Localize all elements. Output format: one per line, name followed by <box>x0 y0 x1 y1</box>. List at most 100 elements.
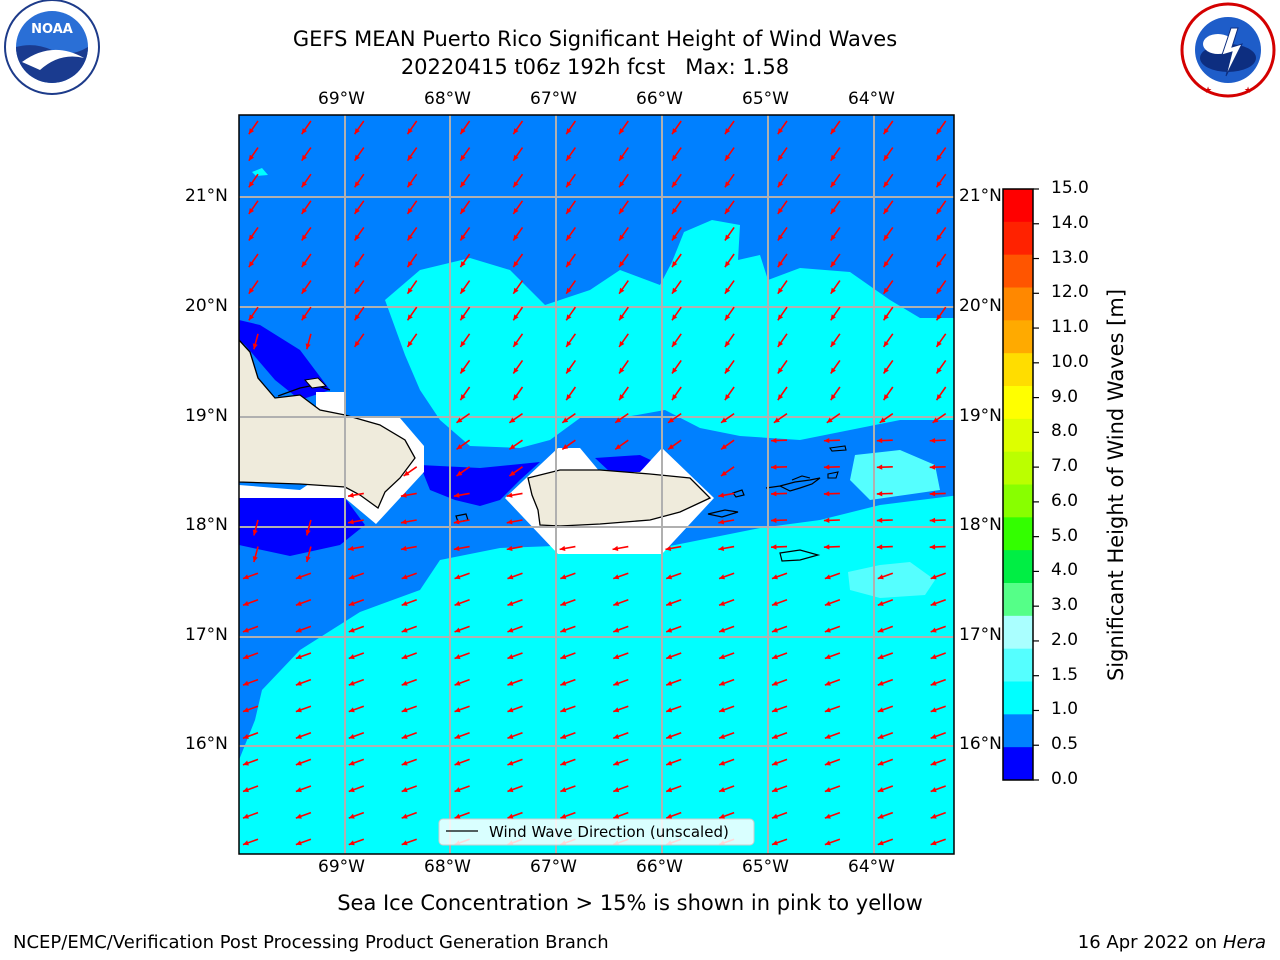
lon-label-bottom-1: 69°W <box>318 857 365 877</box>
direction-arrow <box>612 545 629 552</box>
direction-arrow <box>305 519 312 536</box>
lat-label-right-6: 16°N <box>959 734 1002 754</box>
direction-arrow <box>718 785 735 793</box>
direction-arrow <box>561 439 576 451</box>
contour-band-1-5-2-east <box>850 450 940 500</box>
direction-arrow <box>612 732 629 740</box>
direction-arrow <box>671 280 682 295</box>
colorbar-segment <box>1003 583 1033 617</box>
direction-arrow <box>929 491 946 497</box>
direction-arrow <box>560 652 576 660</box>
direction-arrow <box>665 572 682 580</box>
direction-arrow <box>719 866 734 872</box>
direction-arrow <box>456 466 471 477</box>
direction-arrow <box>456 412 471 424</box>
direction-arrow <box>400 545 417 552</box>
colorbar-tick-label: 4.0 <box>1051 560 1079 581</box>
direction-arrow <box>348 625 365 633</box>
direction-arrow <box>295 811 312 819</box>
direction-arrow <box>665 811 682 819</box>
st-croix-island <box>779 549 821 562</box>
direction-arrow <box>830 200 841 215</box>
lat-label-left-2: 20°N <box>185 296 228 316</box>
direction-arrow <box>935 120 947 135</box>
direction-arrow <box>453 519 470 525</box>
direction-arrow <box>612 785 629 793</box>
direction-arrow <box>301 306 312 321</box>
direction-arrow <box>456 439 471 451</box>
direction-arrow <box>406 333 418 348</box>
direction-arrow <box>565 147 577 162</box>
direction-arrow <box>930 758 946 766</box>
direction-arrow <box>929 437 946 444</box>
direction-arrow <box>935 280 947 295</box>
colorbar-tick-label: 9.0 <box>1051 386 1079 407</box>
direction-arrow <box>454 572 470 580</box>
direction-arrow <box>665 545 682 552</box>
direction-arrow <box>612 572 629 580</box>
lon-label-top-6: 64°W <box>848 89 895 109</box>
direction-arrow <box>243 866 258 872</box>
direction-arrow <box>618 359 629 374</box>
colorbar-segment <box>1003 353 1033 387</box>
direction-arrow <box>929 544 946 550</box>
direction-arrow <box>507 758 523 766</box>
direction-arrow <box>512 147 524 162</box>
direction-arrow <box>508 439 523 451</box>
direction-arrow <box>771 678 788 686</box>
direction-arrow <box>305 546 312 563</box>
colorbar-tick-label: 5.0 <box>1051 525 1079 546</box>
direction-arrow <box>671 173 682 188</box>
direction-arrow <box>718 492 735 498</box>
vieques-island <box>707 509 739 518</box>
direction-arrow <box>665 599 682 607</box>
direction-arrow <box>459 200 471 215</box>
direction-arrow <box>777 147 788 162</box>
direction-arrow <box>618 226 629 241</box>
svg-text:★: ★ <box>1204 86 1212 96</box>
direction-arrow <box>724 306 735 321</box>
colorbar-tick-label: 11.0 <box>1051 317 1089 338</box>
colorbar-segment <box>1003 254 1033 288</box>
direction-arrow <box>882 200 894 215</box>
colorbar-frame <box>1002 188 1034 781</box>
direction-arrow <box>454 625 470 633</box>
direction-arrow <box>771 838 788 846</box>
direction-arrow <box>667 412 682 424</box>
direction-arrow <box>512 333 524 348</box>
direction-arrow <box>777 306 788 321</box>
direction-arrow <box>401 732 417 740</box>
colorbar-tick-label: 6.0 <box>1051 490 1079 511</box>
direction-arrow <box>242 785 259 793</box>
direction-arrow <box>930 652 946 660</box>
direction-arrow <box>935 226 947 241</box>
direction-arrow <box>929 517 946 523</box>
lon-label-bottom-6: 64°W <box>848 857 895 877</box>
direction-arrow <box>248 253 259 268</box>
direction-arrow <box>877 732 894 740</box>
direction-arrow <box>406 173 418 188</box>
graticule <box>239 115 954 854</box>
direction-arrow <box>353 306 365 321</box>
direction-arrow <box>724 200 735 215</box>
direction-arrow <box>824 678 841 686</box>
direction-arrow <box>459 173 471 188</box>
direction-arrow <box>671 306 682 321</box>
direction-arrow <box>406 226 418 241</box>
lon-label-top-1: 69°W <box>318 89 365 109</box>
direction-arrow <box>406 120 418 135</box>
direction-arrow <box>877 811 894 819</box>
direction-arrow <box>935 306 947 321</box>
direction-arrow <box>823 544 840 550</box>
sea-ice-note-text: Sea Ice Concentration > 15% is shown in … <box>337 891 923 915</box>
colorbar-segment <box>1003 484 1033 518</box>
direction-arrow <box>353 333 365 348</box>
direction-arrow <box>877 625 894 633</box>
direction-arrow <box>612 652 629 660</box>
colorbar-tick-label: 0.5 <box>1051 734 1079 755</box>
direction-arrow <box>561 412 576 424</box>
direction-arrow <box>454 678 470 686</box>
direction-arrow <box>618 173 629 188</box>
direction-arrow <box>612 678 629 686</box>
direction-arrow <box>242 732 259 740</box>
